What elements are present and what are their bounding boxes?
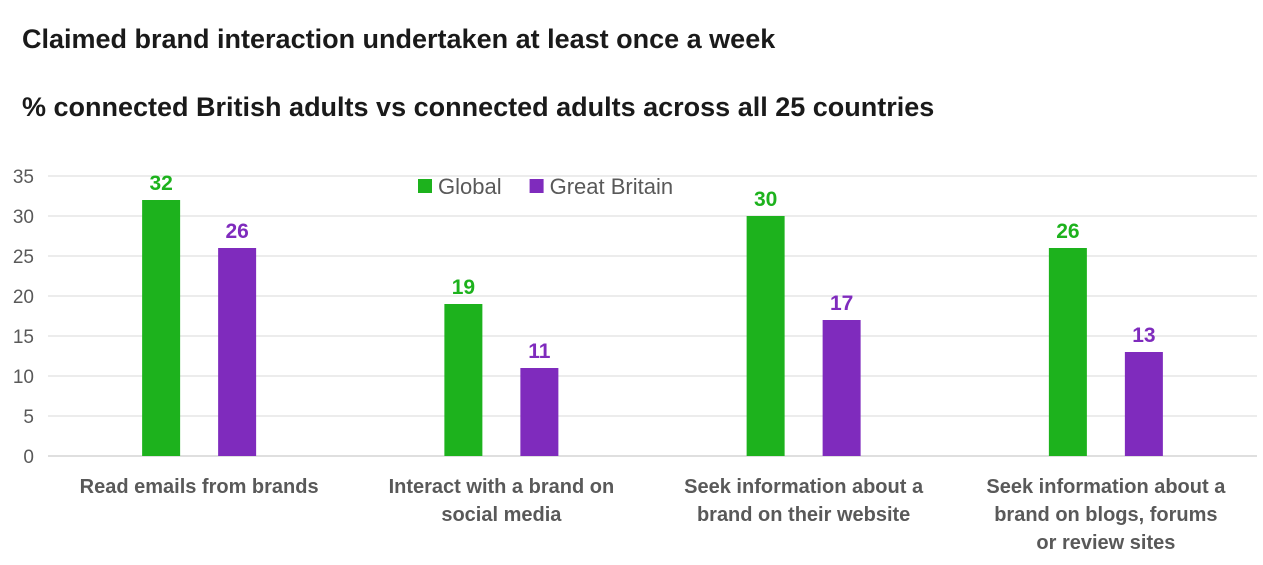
x-category-label: Read emails from brands	[80, 476, 319, 498]
data-label: 32	[149, 172, 172, 195]
y-tick-label: 30	[13, 207, 34, 228]
bar-global	[1048, 248, 1087, 456]
y-tick-label: 5	[23, 407, 34, 428]
data-label: 13	[1132, 324, 1155, 347]
data-label: 17	[830, 292, 853, 315]
bar-great-britain	[822, 320, 861, 456]
bar-global	[746, 216, 785, 456]
legend-label: Great Britain	[550, 174, 674, 199]
y-tick-label: 15	[13, 327, 34, 348]
legend-swatch-great-britain	[529, 179, 544, 193]
data-label: 11	[528, 340, 551, 363]
bar-global	[444, 304, 483, 456]
x-category-label: social media	[441, 504, 562, 526]
bar-great-britain	[520, 368, 559, 456]
y-tick-label: 0	[23, 447, 34, 468]
y-tick-label: 10	[13, 367, 34, 388]
y-tick-label: 25	[13, 247, 34, 268]
bar-great-britain	[218, 248, 257, 456]
data-label: 30	[754, 188, 777, 211]
x-category-label: Seek information about a	[684, 476, 924, 498]
data-label: 19	[452, 276, 475, 299]
x-category-label: or review sites	[1036, 532, 1175, 554]
bar-great-britain	[1124, 352, 1163, 456]
x-category-label: Seek information about a	[986, 476, 1226, 498]
legend-swatch-global	[418, 179, 432, 193]
bar-global	[142, 200, 181, 456]
data-label: 26	[1056, 220, 1079, 243]
x-category-label: Interact with a brand on	[389, 476, 615, 498]
x-category-label: brand on blogs, forums	[994, 504, 1217, 526]
data-label: 26	[225, 220, 248, 243]
chart-subtitle: % connected British adults vs connected …	[22, 92, 935, 122]
x-category-label: brand on their website	[697, 504, 910, 526]
y-tick-label: 20	[13, 287, 34, 308]
y-tick-label: 35	[13, 167, 34, 188]
legend-label: Global	[438, 174, 502, 199]
chart-title: Claimed brand interaction undertaken at …	[22, 24, 776, 54]
